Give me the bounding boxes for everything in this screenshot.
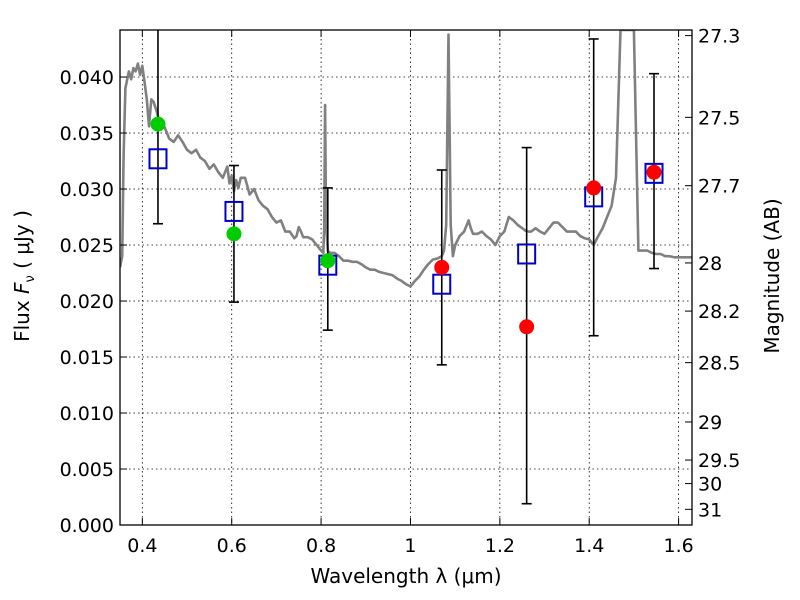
y-tick-label: 0.000: [60, 515, 114, 537]
observed-flux-red-point: [586, 180, 602, 196]
y-right-tick-label: 29.5: [698, 450, 740, 472]
x-tick-label: 1.6: [663, 535, 693, 557]
y-axis-label-subscript: ν: [23, 275, 38, 282]
y-axis-right: 27.3 27.5 27.7 28 28.2 28.5 29 29.530 31: [685, 26, 740, 521]
plot-area: [120, 30, 692, 505]
y-axis-left: 0.000 0.005 0.010 0.015 0.020 0.025 0.030 0.035…: [60, 67, 127, 537]
observed-flux-red-point: [434, 259, 450, 275]
y-tick-label: 0.020: [60, 291, 114, 313]
x-tick-label: 0.4: [127, 535, 157, 557]
observed-flux-red-point: [519, 319, 535, 335]
y-right-tick-label: 31: [698, 499, 722, 521]
y-right-tick-label: 28.5: [698, 353, 740, 375]
y-right-tick-label: 27.3: [698, 26, 740, 48]
model-flux-square: [644, 162, 664, 184]
observed-flux-green-point: [150, 116, 166, 132]
model-spectrum-line: [120, 30, 692, 288]
y-tick-label: 0.030: [60, 179, 114, 201]
y-tick-label: 0.010: [60, 403, 114, 425]
y-tick-label: 0.025: [60, 235, 114, 257]
y-tick-label: 0.035: [60, 123, 114, 145]
model-flux-square: [517, 243, 537, 265]
y-right-tick-label: 29: [698, 412, 722, 434]
model-flux-square: [148, 148, 168, 170]
model-flux-square: [224, 200, 244, 222]
plot-clip-group: [120, 30, 692, 505]
y-right-tick-label: 28: [698, 253, 722, 275]
x-tick-label: 0.8: [306, 535, 336, 557]
y-axis-label-symbol: F: [10, 282, 34, 294]
y-axis-label-unit: ( μJy ): [10, 210, 34, 275]
x-tick-label: 1.2: [485, 535, 515, 557]
y-tick-label: 0.015: [60, 347, 114, 369]
y-tick-label: 0.040: [60, 67, 114, 89]
y-right-tick-label: 27.5: [698, 107, 740, 129]
observed-flux-red-point: [646, 164, 662, 180]
x-tick-label: 1.4: [574, 535, 604, 557]
y-axis-label: Flux Fν ( μJy ): [10, 210, 38, 342]
observed-flux-green-point: [320, 253, 336, 269]
y-tick-label: 0.005: [60, 459, 114, 481]
y-right-tick-label: 27.7: [698, 176, 740, 198]
plot-frame: [119, 29, 693, 526]
y-axis-label-prefix: Flux: [10, 294, 34, 342]
x-tick-label: 0.6: [217, 535, 247, 557]
y-right-tick-label: 30: [698, 474, 722, 496]
x-tick-label: 1: [404, 535, 416, 557]
y-right-tick-label: 28.2: [698, 301, 740, 323]
x-axis: 0.4 0.6 0.8 1 1.2 1.4 1.6: [127, 30, 694, 557]
grid-lines: [120, 30, 692, 526]
x-axis-label: Wavelength λ (μm): [310, 564, 501, 588]
observed-flux-green-point: [226, 226, 242, 242]
y-axis-right-label: Magnitude (AB): [760, 198, 784, 353]
